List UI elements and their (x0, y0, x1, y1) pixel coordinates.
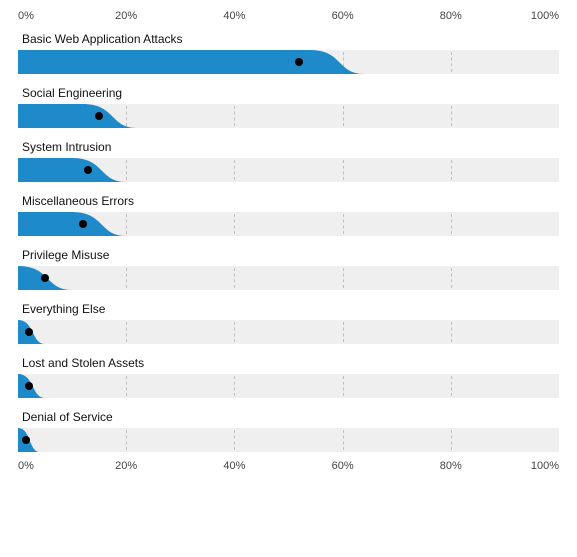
bar-fill (18, 212, 126, 236)
axis-tick: 40% (223, 10, 245, 22)
gridline (451, 160, 452, 180)
row-label: Everything Else (22, 302, 559, 316)
axis-tick: 80% (440, 10, 462, 22)
row-label: System Intrusion (22, 140, 559, 154)
gridline (126, 376, 127, 396)
gridline (126, 160, 127, 180)
point-marker (25, 382, 33, 390)
gridline (234, 268, 235, 288)
axis-tick: 40% (223, 460, 245, 472)
gridline (451, 268, 452, 288)
point-marker (295, 58, 303, 66)
bar-fill (18, 158, 126, 182)
bar-track (18, 374, 559, 398)
gridline (234, 214, 235, 234)
incident-patterns-chart: 0% 20% 40% 60% 80% 100% Basic Web Application… (0, 0, 577, 557)
row-label: Lost and Stolen Assets (22, 356, 559, 370)
bar-track (18, 212, 559, 236)
gridline (451, 214, 452, 234)
gridline (126, 268, 127, 288)
gridline (234, 322, 235, 342)
axis-tick: 20% (115, 460, 137, 472)
gridline (234, 106, 235, 126)
chart-rows: Basic Web Application Attacks Social Engi… (18, 32, 559, 452)
chart-row: Lost and Stolen Assets (18, 356, 559, 398)
gridline (343, 160, 344, 180)
axis-tick: 60% (332, 10, 354, 22)
gridline (451, 430, 452, 450)
row-label: Privilege Misuse (22, 248, 559, 262)
gridline (451, 52, 452, 72)
bar-track (18, 266, 559, 290)
gridline (343, 322, 344, 342)
gridline (126, 430, 127, 450)
axis-tick: 100% (531, 10, 559, 22)
chart-row: Denial of Service (18, 410, 559, 452)
x-axis-top: 0% 20% 40% 60% 80% 100% (18, 10, 559, 24)
row-label: Denial of Service (22, 410, 559, 424)
gridline (343, 106, 344, 126)
axis-tick: 80% (440, 460, 462, 472)
gridline (343, 376, 344, 396)
gridline (343, 268, 344, 288)
point-marker (84, 166, 92, 174)
chart-row: Basic Web Application Attacks (18, 32, 559, 74)
gridline (343, 214, 344, 234)
point-marker (95, 112, 103, 120)
chart-row: Everything Else (18, 302, 559, 344)
axis-tick: 60% (332, 460, 354, 472)
chart-row: Social Engineering (18, 86, 559, 128)
axis-tick: 0% (18, 460, 34, 472)
gridline (126, 214, 127, 234)
chart-row: Miscellaneous Errors (18, 194, 559, 236)
point-marker (41, 274, 49, 282)
bar-fill (18, 50, 364, 74)
bar-track (18, 50, 559, 74)
bar-fill (18, 104, 137, 128)
axis-tick: 100% (531, 460, 559, 472)
x-axis-bottom: 0% 20% 40% 60% 80% 100% (18, 460, 559, 474)
axis-tick: 20% (115, 10, 137, 22)
row-label: Miscellaneous Errors (22, 194, 559, 208)
row-label: Social Engineering (22, 86, 559, 100)
gridline (451, 376, 452, 396)
point-marker (25, 328, 33, 336)
chart-row: System Intrusion (18, 140, 559, 182)
point-marker (79, 220, 87, 228)
bar-track (18, 428, 559, 452)
bar-track (18, 320, 559, 344)
gridline (234, 160, 235, 180)
point-marker (22, 436, 30, 444)
gridline (234, 430, 235, 450)
bar-track (18, 104, 559, 128)
bar-track (18, 158, 559, 182)
gridline (451, 106, 452, 126)
gridline (343, 430, 344, 450)
row-label: Basic Web Application Attacks (22, 32, 559, 46)
gridline (451, 322, 452, 342)
gridline (234, 376, 235, 396)
axis-tick: 0% (18, 10, 34, 22)
chart-row: Privilege Misuse (18, 248, 559, 290)
gridline (126, 322, 127, 342)
